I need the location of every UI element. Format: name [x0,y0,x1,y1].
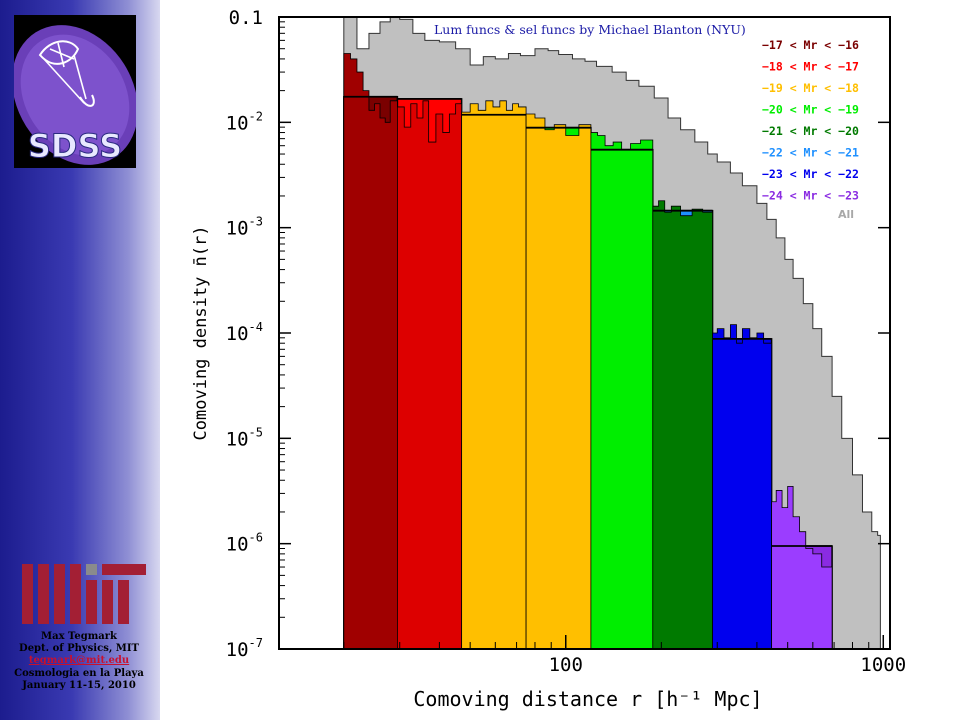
legend-entry-4: −20 < Mr < −19 [762,103,859,117]
presenter-name: Max Tegmark [41,631,117,642]
sdss-logo-text: SDSS [28,127,122,165]
x-tick-label: 1000 [860,654,906,676]
event-dates: January 11-15, 2010 [22,679,136,691]
legend-entry-1: −17 < Mr < −16 [762,38,859,52]
legend-entry-6: −22 < Mr < −21 [762,146,859,160]
legend-entry-all: All [838,208,854,221]
y-tick-label: 10-7 [226,636,263,661]
y-tick-label: 10-2 [226,109,263,134]
detail-histogram-7 [712,324,773,650]
presenter-credits: Max Tegmark Dept. of Physics, MIT tegmar… [0,631,158,692]
telescope-icon [38,40,95,107]
legend-entry-5: −21 < Mr < −20 [762,124,859,138]
detail-histogram-5 [590,132,654,650]
x-axis-label: Comoving distance r [h⁻¹ Mpc] [413,687,762,711]
y-tick-exponent: -3 [249,215,263,229]
y-tick-label: 10-6 [226,531,263,556]
y-axis-label: Comoving density n̄(r) [191,226,211,441]
y-tick-exponent: -5 [249,425,263,439]
legend-entry-7: −23 < Mr < −22 [762,167,859,181]
legend-entry-3: −19 < Mr < −18 [762,81,859,95]
y-tick-exponent: -4 [249,320,263,334]
sdss-logo: SDSS [12,15,138,168]
detail-histogram-8 [771,485,833,650]
mit-logo [22,560,146,628]
y-tick-label: 0.1 [229,7,263,29]
legend-entry-8: −24 < Mr < −23 [762,189,859,203]
sidebar: SDSS Max Tegmark Dept. of Physics, MIT t… [0,0,160,720]
y-tick-label: 10-5 [226,425,263,450]
density-chart: 0.1 10-2 10-3 10-4 10-5 10-6 10-7 100 1000 −17 <… [191,7,906,711]
y-tick-label: 10-3 [226,215,263,240]
detail-histogram-1 [343,53,398,650]
detail-histogram-6 [652,200,713,650]
y-tick-label: 10-4 [226,320,263,345]
event-name: Cosmologia en la Playa [14,667,144,679]
y-tick-exponent: -7 [249,636,263,650]
y-tick-exponent: -6 [249,531,263,545]
y-tick-exponent: -2 [249,109,263,123]
presenter-dept: Dept. of Physics, MIT [19,643,139,655]
detail-histogram-3 [461,100,527,650]
credit-note: Lum funcs & sel funcs by Michael Blanton… [434,22,746,37]
detail-histogram-4 [525,113,592,650]
detail-histogram-2 [397,100,463,650]
x-tick-label: 100 [549,654,583,676]
presenter-email-link[interactable]: tegmark@mit.edu [28,655,130,667]
legend-entry-2: −18 < Mr < −17 [762,60,859,74]
